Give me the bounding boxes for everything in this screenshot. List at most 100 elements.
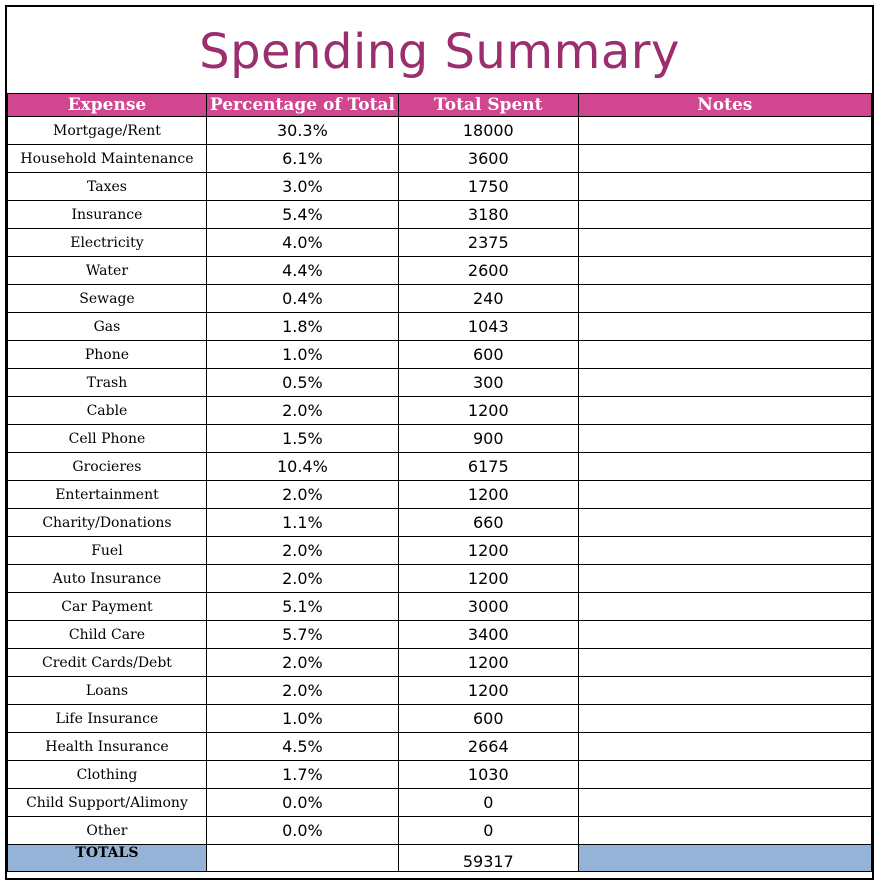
- percent-cell[interactable]: 4.4%: [205, 256, 399, 285]
- notes-cell[interactable]: [577, 620, 873, 649]
- expense-cell[interactable]: Taxes: [7, 172, 207, 201]
- notes-cell[interactable]: [577, 452, 873, 481]
- total-cell[interactable]: 1200: [397, 396, 579, 425]
- total-cell[interactable]: 600: [397, 704, 579, 733]
- expense-cell[interactable]: Auto Insurance: [7, 564, 207, 593]
- total-cell[interactable]: 2664: [397, 732, 579, 761]
- expense-cell[interactable]: Loans: [7, 676, 207, 705]
- expense-cell[interactable]: Cell Phone: [7, 424, 207, 453]
- percent-cell[interactable]: 0.5%: [205, 368, 399, 397]
- total-cell[interactable]: 1030: [397, 760, 579, 789]
- percent-cell[interactable]: 3.0%: [205, 172, 399, 201]
- notes-cell[interactable]: [577, 340, 873, 369]
- notes-cell[interactable]: [577, 144, 873, 173]
- percent-cell[interactable]: 1.5%: [205, 424, 399, 453]
- total-cell[interactable]: 240: [397, 284, 579, 313]
- notes-cell[interactable]: [577, 480, 873, 509]
- percent-cell[interactable]: 0.4%: [205, 284, 399, 313]
- notes-cell[interactable]: [577, 424, 873, 453]
- percent-cell[interactable]: 6.1%: [205, 144, 399, 173]
- total-cell[interactable]: 2600: [397, 256, 579, 285]
- notes-cell[interactable]: [577, 116, 873, 145]
- expense-cell[interactable]: Car Payment: [7, 592, 207, 621]
- notes-cell[interactable]: [577, 536, 873, 565]
- percent-cell[interactable]: 0.0%: [205, 816, 399, 845]
- percent-cell[interactable]: 2.0%: [205, 480, 399, 509]
- notes-cell[interactable]: [577, 592, 873, 621]
- header-expense[interactable]: Expense: [7, 93, 207, 117]
- totals-percent-cell[interactable]: [205, 844, 399, 872]
- notes-cell[interactable]: [577, 564, 873, 593]
- notes-cell[interactable]: [577, 648, 873, 677]
- totals-amount[interactable]: 59317: [397, 844, 579, 872]
- expense-cell[interactable]: Charity/Donations: [7, 508, 207, 537]
- notes-cell[interactable]: [577, 788, 873, 817]
- expense-cell[interactable]: Water: [7, 256, 207, 285]
- expense-cell[interactable]: Child Support/Alimony: [7, 788, 207, 817]
- notes-cell[interactable]: [577, 228, 873, 257]
- total-cell[interactable]: 6175: [397, 452, 579, 481]
- notes-cell[interactable]: [577, 760, 873, 789]
- notes-cell[interactable]: [577, 676, 873, 705]
- expense-cell[interactable]: Sewage: [7, 284, 207, 313]
- notes-cell[interactable]: [577, 368, 873, 397]
- expense-cell[interactable]: Life Insurance: [7, 704, 207, 733]
- notes-cell[interactable]: [577, 816, 873, 845]
- notes-cell[interactable]: [577, 200, 873, 229]
- notes-cell[interactable]: [577, 732, 873, 761]
- expense-cell[interactable]: Credit Cards/Debt: [7, 648, 207, 677]
- percent-cell[interactable]: 1.1%: [205, 508, 399, 537]
- percent-cell[interactable]: 2.0%: [205, 564, 399, 593]
- total-cell[interactable]: 3600: [397, 144, 579, 173]
- header-total-spent[interactable]: Total Spent: [397, 93, 579, 117]
- totals-notes-cell[interactable]: [577, 844, 873, 872]
- expense-cell[interactable]: Fuel: [7, 536, 207, 565]
- total-cell[interactable]: 3400: [397, 620, 579, 649]
- percent-cell[interactable]: 1.8%: [205, 312, 399, 341]
- expense-cell[interactable]: Grocieres: [7, 452, 207, 481]
- expense-cell[interactable]: Phone: [7, 340, 207, 369]
- total-cell[interactable]: 0: [397, 816, 579, 845]
- total-cell[interactable]: 900: [397, 424, 579, 453]
- total-cell[interactable]: 1200: [397, 480, 579, 509]
- total-cell[interactable]: 1200: [397, 676, 579, 705]
- percent-cell[interactable]: 5.1%: [205, 592, 399, 621]
- percent-cell[interactable]: 1.0%: [205, 340, 399, 369]
- total-cell[interactable]: 3000: [397, 592, 579, 621]
- expense-cell[interactable]: Cable: [7, 396, 207, 425]
- percent-cell[interactable]: 10.4%: [205, 452, 399, 481]
- percent-cell[interactable]: 5.4%: [205, 200, 399, 229]
- percent-cell[interactable]: 1.7%: [205, 760, 399, 789]
- total-cell[interactable]: 600: [397, 340, 579, 369]
- total-cell[interactable]: 300: [397, 368, 579, 397]
- expense-cell[interactable]: Gas: [7, 312, 207, 341]
- expense-cell[interactable]: Entertainment: [7, 480, 207, 509]
- notes-cell[interactable]: [577, 284, 873, 313]
- percent-cell[interactable]: 2.0%: [205, 396, 399, 425]
- total-cell[interactable]: 1200: [397, 536, 579, 565]
- notes-cell[interactable]: [577, 704, 873, 733]
- total-cell[interactable]: 3180: [397, 200, 579, 229]
- percent-cell[interactable]: 4.5%: [205, 732, 399, 761]
- percent-cell[interactable]: 2.0%: [205, 536, 399, 565]
- expense-cell[interactable]: Clothing: [7, 760, 207, 789]
- total-cell[interactable]: 18000: [397, 116, 579, 145]
- total-cell[interactable]: 1043: [397, 312, 579, 341]
- expense-cell[interactable]: Other: [7, 816, 207, 845]
- total-cell[interactable]: 0: [397, 788, 579, 817]
- notes-cell[interactable]: [577, 508, 873, 537]
- percent-cell[interactable]: 30.3%: [205, 116, 399, 145]
- totals-label[interactable]: TOTALS: [7, 844, 207, 872]
- notes-cell[interactable]: [577, 312, 873, 341]
- expense-cell[interactable]: Child Care: [7, 620, 207, 649]
- total-cell[interactable]: 2375: [397, 228, 579, 257]
- percent-cell[interactable]: 2.0%: [205, 648, 399, 677]
- expense-cell[interactable]: Mortgage/Rent: [7, 116, 207, 145]
- header-notes[interactable]: Notes: [577, 93, 873, 117]
- expense-cell[interactable]: Household Maintenance: [7, 144, 207, 173]
- total-cell[interactable]: 1200: [397, 648, 579, 677]
- notes-cell[interactable]: [577, 172, 873, 201]
- notes-cell[interactable]: [577, 256, 873, 285]
- expense-cell[interactable]: Electricity: [7, 228, 207, 257]
- percent-cell[interactable]: 5.7%: [205, 620, 399, 649]
